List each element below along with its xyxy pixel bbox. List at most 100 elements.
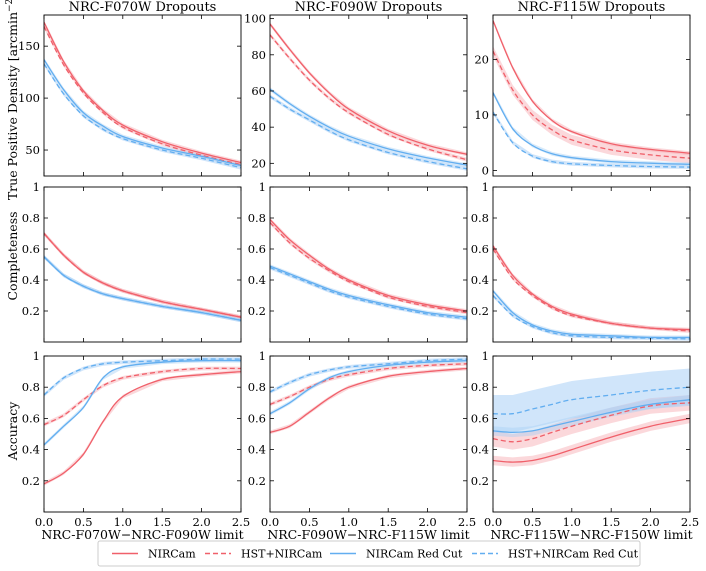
legend-entry: NIRCam	[112, 548, 196, 561]
panel-xlabel: NRC-F090W−NRC-F115W limit	[267, 527, 469, 542]
ytick-label: 0.4	[248, 273, 266, 287]
series-line-nircam	[493, 245, 690, 331]
ytick-label: 0.6	[471, 242, 489, 256]
ylabel-accuracy: Accuracy	[5, 401, 20, 462]
ytick-label: 1	[482, 349, 489, 363]
series-line-nircam	[44, 233, 241, 318]
series-line-nircam	[493, 20, 690, 154]
axes-frame	[269, 14, 468, 177]
legend-entry: HST+NIRCam Red Cut	[472, 548, 639, 561]
panel-r2c2: 0.2 0.4 0.6 0.8 1 0.0 0.5 1.0 1.5 2.0 2.5NRC-F115W…	[471, 349, 699, 542]
xtick-label: 0.5	[300, 515, 318, 529]
series-line-nircam-red-cut	[44, 59, 241, 167]
ytick-label: 0.8	[22, 380, 40, 394]
series-line-nircam-red-cut	[493, 92, 690, 165]
legend: NIRCam HST+NIRCam NIRCam Red Cut HST+NIRCam…	[97, 540, 641, 567]
ytick-label: 1	[259, 349, 266, 363]
series-line-hst-nircam	[44, 233, 241, 318]
ytick-label: 0.6	[471, 411, 489, 425]
ytick-label: 0.2	[248, 304, 266, 318]
xtick-label: 1.5	[602, 515, 620, 529]
bands	[44, 20, 241, 170]
series-line-nircam-red-cut	[493, 399, 690, 434]
axes-frame	[492, 14, 691, 177]
ytick-label: 0.8	[248, 380, 266, 394]
ytick-label: 0.6	[248, 242, 266, 256]
xtick-label: 0.0	[484, 515, 502, 529]
series-line-nircam-red-cut	[270, 88, 467, 166]
axes-frame	[43, 14, 242, 177]
ytick-label: 0.2	[22, 304, 40, 318]
ytick-label: 50	[25, 143, 40, 157]
ytick-label: 0.4	[22, 443, 40, 457]
ytick-label: 1	[482, 180, 489, 194]
xtick-label: 1.0	[114, 515, 132, 529]
series-line-nircam-red-cut	[44, 256, 241, 321]
series-line-nircam	[270, 23, 467, 155]
ytick-label: 0.4	[471, 273, 489, 287]
xtick-label: 1.0	[563, 515, 581, 529]
panel-title: NRC-F115W Dropouts	[518, 0, 666, 15]
series-line-hst-nircam	[270, 222, 467, 314]
series-line-nircam	[270, 367, 467, 434]
axes-frame	[43, 186, 242, 343]
ylabel-density: True Positive Density [arcmin−2]	[5, 0, 20, 200]
panel-r0c2: 0 10 20 NRC-F115W Dropouts	[474, 0, 691, 177]
legend-box	[97, 540, 641, 567]
panel-title: NRC-F090W Dropouts	[295, 0, 443, 15]
ytick-label: 0.6	[248, 411, 266, 425]
panel-r0c1: 20 40 60 80 100 NRC-F090W Dropouts	[244, 0, 468, 177]
band-hst-nircam	[44, 231, 241, 320]
panel-r1c2: 0.2 0.4 0.6 0.8 1	[471, 180, 691, 343]
xtick-label: 0.0	[261, 515, 279, 529]
xtick-label: 0.5	[523, 515, 541, 529]
ytick-label: 20	[474, 52, 489, 66]
ytick-label: 0.4	[22, 273, 40, 287]
series-line-hst-nircam	[44, 367, 241, 426]
band-hst-nircam-red-cut	[44, 357, 241, 397]
panel-r0c0: 50 100 150 NRC-F070W Dropouts	[18, 0, 242, 177]
bands	[493, 368, 690, 467]
ytick-label: 150	[18, 39, 40, 53]
panel-r2c1: 0.2 0.4 0.6 0.8 1 0.0 0.5 1.0 1.5 2.0 2.5NRC-F090W…	[248, 349, 476, 542]
legend-label: HST+NIRCam	[241, 548, 323, 561]
ytick-label: 0	[482, 163, 489, 177]
band-nircam-red-cut	[493, 289, 690, 340]
xtick-label: 1.5	[379, 515, 397, 529]
legend-label: NIRCam	[148, 548, 196, 561]
ytick-label: 0.8	[471, 211, 489, 225]
band-hst-nircam-red-cut	[44, 254, 241, 323]
series-line-nircam-red-cut	[493, 290, 690, 339]
ytick-label: 100	[18, 91, 40, 105]
xtick-label: 2.5	[681, 515, 699, 529]
ytick-label: 0.4	[248, 443, 266, 457]
series-line-nircam	[44, 370, 241, 485]
axes-frame	[492, 355, 691, 513]
series-line-hst-nircam	[44, 26, 241, 166]
ytick-label: 1	[259, 180, 266, 194]
series-line-nircam	[270, 219, 467, 312]
panel-r2c0: 0.2 0.4 0.6 0.8 1 0.0 0.5 1.0 1.5 2.0 2.5NRC-F070W…	[22, 349, 250, 542]
band-nircam-red-cut	[270, 264, 467, 320]
xtick-label: 2.0	[192, 515, 210, 529]
series-line-nircam-red-cut	[270, 265, 467, 318]
xtick-label: 1.0	[340, 515, 358, 529]
series-line-nircam-red-cut	[270, 360, 467, 415]
bands	[493, 18, 690, 169]
band-nircam	[270, 22, 467, 157]
series-line-hst-nircam	[270, 34, 467, 161]
band-nircam-red-cut	[44, 57, 241, 168]
series-line-hst-nircam-red-cut	[493, 386, 690, 415]
ytick-label: 0.8	[471, 380, 489, 394]
ytick-label: 0.2	[471, 474, 489, 488]
series-line-hst-nircam-red-cut	[270, 358, 467, 393]
bands	[493, 244, 690, 341]
legend-entry: HST+NIRCam	[205, 548, 323, 561]
bands	[44, 357, 241, 486]
ytick-label: 60	[251, 84, 266, 98]
band-nircam-red-cut	[270, 358, 467, 416]
series-line-nircam-red-cut	[44, 359, 241, 446]
panel-xlabel: NRC-F070W−NRC-F090W limit	[41, 527, 243, 542]
xtick-label: 2.0	[418, 515, 436, 529]
